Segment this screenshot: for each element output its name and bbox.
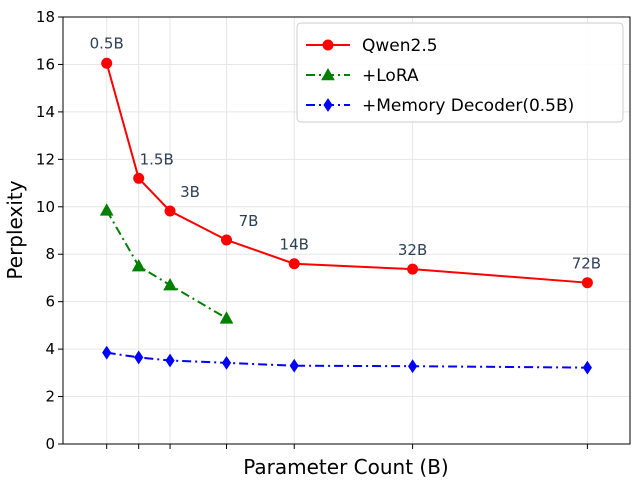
legend-box	[296, 22, 624, 123]
data-point-lora	[163, 278, 177, 291]
legend-label-qwen2-5: Qwen2.5	[362, 36, 438, 56]
legend-marker-memory-decoder-0-5b	[323, 98, 333, 112]
legend-label-lora: +LoRA	[362, 66, 419, 86]
y-axis: 0 2 4 6 8 10 12 14 16 18	[36, 8, 63, 453]
y-tick-label: 10	[36, 198, 55, 216]
data-point-qwen2-5	[133, 172, 145, 184]
data-point-qwen2-5	[101, 57, 113, 69]
point-label: 32B	[398, 241, 427, 259]
data-point-lora	[131, 259, 146, 272]
plot-frame	[62, 16, 631, 445]
series-qwen2-5	[101, 57, 593, 289]
point-label: 7B	[239, 212, 259, 230]
point-label: 0.5B	[90, 34, 124, 52]
data-point-memory-decoder-0-5b	[165, 353, 175, 368]
point-label: 1.5B	[140, 150, 174, 168]
grid	[63, 16, 630, 445]
y-tick-label: 16	[36, 55, 55, 73]
data-point-lora	[219, 311, 234, 324]
point-label: 3B	[180, 183, 200, 201]
series-layer	[99, 57, 593, 375]
y-tick-label: 12	[36, 150, 55, 168]
legend: Qwen2.5 +LoRA +Memory Decoder(0.5B)	[296, 22, 624, 123]
x-axis-ticks	[106, 444, 588, 449]
data-point-qwen2-5	[407, 263, 419, 275]
point-label: 14B	[280, 236, 309, 254]
data-point-qwen2-5	[288, 258, 300, 270]
data-point-memory-decoder-0-5b	[134, 350, 144, 365]
series-lora	[99, 203, 234, 324]
data-point-qwen2-5	[581, 277, 593, 289]
data-point-qwen2-5	[164, 205, 176, 217]
y-tick-label: 8	[45, 245, 55, 263]
data-point-memory-decoder-0-5b	[221, 355, 232, 370]
data-point-memory-decoder-0-5b	[582, 360, 592, 375]
legend-marker-qwen2-5	[322, 39, 334, 51]
legend-label-memory-decoder-0-5b: +Memory Decoder(0.5B)	[362, 96, 574, 116]
point-labels: 0.5B 1.5B 3B 7B 14B 32B 72B	[90, 34, 601, 272]
data-point-memory-decoder-0-5b	[102, 345, 112, 360]
series-line-lora	[105, 209, 228, 320]
series-line-memory-decoder-0-5b	[106, 351, 588, 369]
x-axis-title: Parameter Count (B)	[243, 455, 449, 479]
y-tick-label: 2	[45, 388, 55, 406]
data-point-memory-decoder-0-5b	[407, 359, 418, 374]
data-point-memory-decoder-0-5b	[289, 358, 299, 373]
data-point-lora	[99, 203, 114, 216]
y-axis-title: Perplexity	[3, 180, 27, 279]
point-label: 72B	[572, 255, 601, 273]
y-tick-label: 14	[36, 103, 55, 121]
legend-marker-lora	[321, 67, 335, 81]
series-memory-decoder-0-5b	[102, 345, 592, 375]
y-tick-label: 0	[45, 435, 55, 453]
data-point-qwen2-5	[221, 234, 233, 246]
y-tick-label: 6	[45, 293, 55, 311]
y-tick-label: 4	[45, 340, 55, 358]
y-tick-label: 18	[36, 8, 55, 26]
